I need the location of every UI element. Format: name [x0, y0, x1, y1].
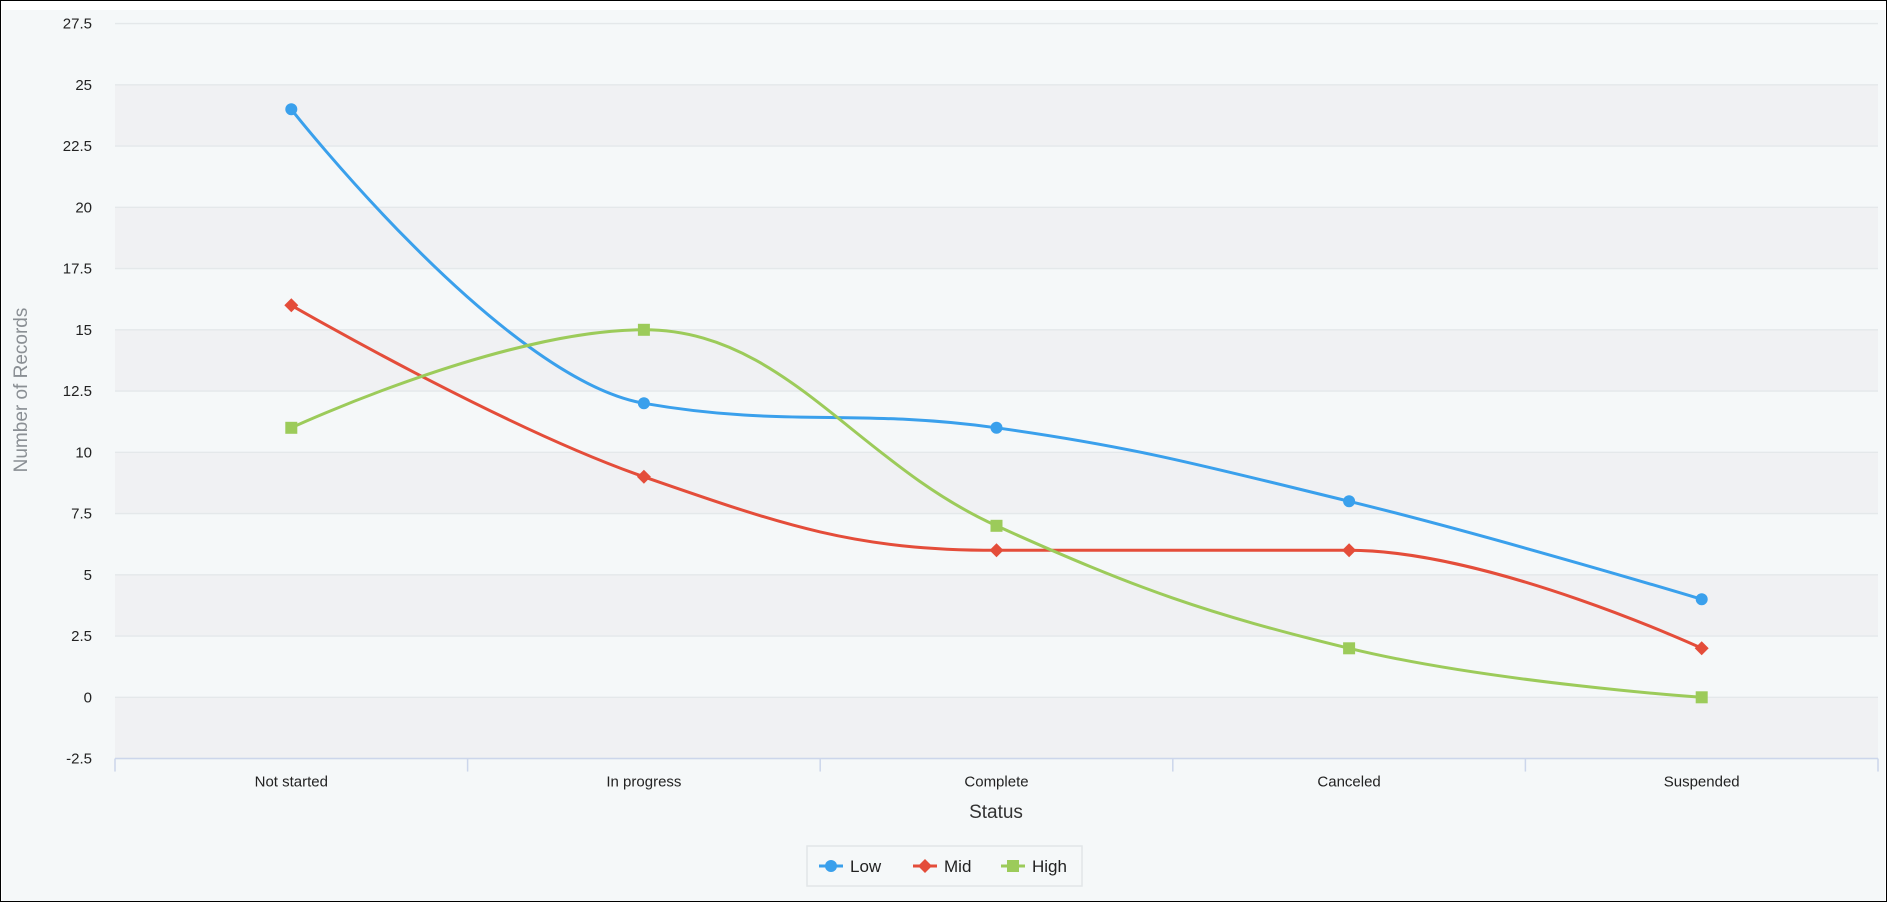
series-mid[interactable] — [284, 298, 1709, 656]
y-tick-label: 22.5 — [63, 138, 92, 155]
y-tick-label: 25 — [75, 77, 92, 94]
square-icon — [1007, 860, 1019, 872]
y-tick-label: 27.5 — [63, 16, 92, 33]
x-tick-label: Suspended — [1664, 774, 1740, 791]
legend-item-low[interactable]: Low — [819, 857, 882, 876]
y-tick-label: 7.5 — [71, 506, 92, 523]
data-point-circle-marker[interactable] — [285, 103, 298, 116]
data-point-diamond-marker[interactable] — [1694, 641, 1709, 656]
data-point-square-marker[interactable] — [1343, 642, 1356, 655]
y-tick-label: 15 — [75, 322, 92, 339]
data-point-circle-marker[interactable] — [637, 397, 650, 410]
x-tick-label: Not started — [255, 774, 328, 791]
data-point-diamond-marker[interactable] — [284, 298, 299, 313]
x-tick-label: In progress — [606, 774, 681, 791]
data-point-square-marker[interactable] — [637, 323, 650, 336]
legend-item-mid[interactable]: Mid — [913, 857, 971, 876]
x-tick-label: Canceled — [1317, 774, 1380, 791]
series-lines — [284, 103, 1709, 704]
x-axis-title: Status — [969, 802, 1023, 823]
legend-label: Low — [850, 857, 882, 876]
y-tick-label: 2.5 — [71, 628, 92, 645]
circle-icon — [825, 860, 837, 872]
data-point-diamond-marker[interactable] — [1342, 543, 1357, 558]
series-high[interactable] — [285, 323, 1708, 704]
series-low[interactable] — [285, 103, 1708, 606]
x-tick-label: Complete — [964, 774, 1028, 791]
plot-bands — [115, 84, 1878, 759]
data-point-square-marker[interactable] — [1695, 691, 1708, 704]
y-axis-title: Number of Records — [11, 308, 32, 473]
y-tick-label: 17.5 — [63, 261, 92, 278]
y-tick-label: 0 — [84, 689, 92, 706]
legend-label: High — [1032, 857, 1067, 876]
legend-label: Mid — [944, 857, 971, 876]
diamond-icon — [918, 859, 932, 873]
y-axis-labels: 27.5 25 22.5 20 17.5 15 12.5 10 7.5 5 2.5 0 -2.5 — [63, 16, 92, 768]
legend: Low Mid High — [806, 845, 1083, 887]
data-point-square-marker[interactable] — [990, 519, 1003, 532]
data-point-circle-marker[interactable] — [1695, 593, 1708, 606]
data-point-circle-marker[interactable] — [1343, 495, 1356, 508]
gridlines — [115, 22, 1878, 760]
y-tick-label: 5 — [84, 567, 92, 584]
data-point-circle-marker[interactable] — [990, 421, 1003, 434]
x-axis: Not started In progress Complete Canceled Su… — [114, 757, 1879, 791]
data-point-diamond-marker[interactable] — [989, 543, 1004, 558]
y-tick-label: 12.5 — [63, 383, 92, 400]
data-point-square-marker[interactable] — [285, 421, 298, 434]
data-point-diamond-marker[interactable] — [636, 469, 651, 484]
y-tick-label: 10 — [75, 444, 92, 461]
y-tick-label: 20 — [75, 199, 92, 216]
y-tick-label: -2.5 — [66, 751, 92, 768]
legend-item-high[interactable]: High — [1001, 857, 1067, 876]
